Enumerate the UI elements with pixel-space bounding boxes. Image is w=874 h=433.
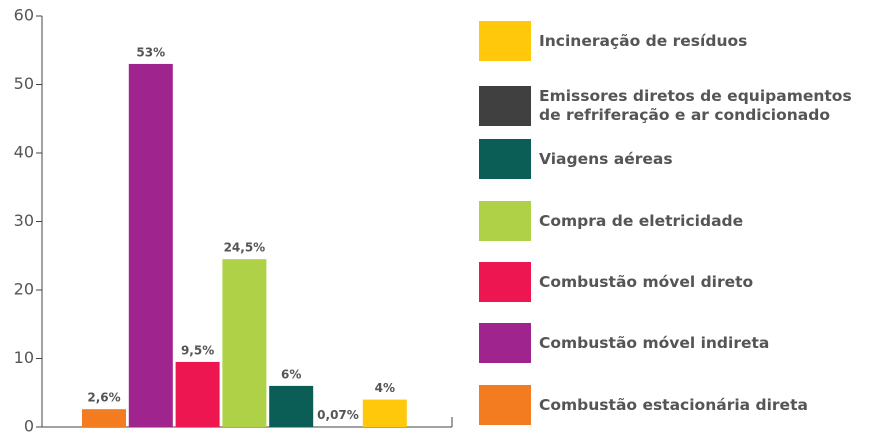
value-label: 24,5% [224,241,266,255]
legend-swatch [479,139,531,179]
legend-swatch [479,262,531,302]
bar [82,409,126,427]
legend-swatch [479,86,531,126]
legend-item: Compra de eletricidade [479,201,859,241]
legend-item: Incineração de resíduos [479,21,859,61]
y-tick-label: 40 [14,143,34,162]
legend-label: Emissores diretos de equipamentos de ref… [539,87,852,124]
legend-label: Combustão móvel indireta [539,333,770,352]
y-tick-label: 50 [14,74,34,93]
legend-label: Incineração de resíduos [539,31,748,50]
legend-label: Viagens aéreas [539,149,673,168]
value-label: 4% [375,381,395,395]
y-tick-label: 0 [24,417,34,433]
bar [128,63,173,427]
legend-swatch [479,323,531,363]
value-label: 9,5% [181,343,214,357]
bar [362,399,407,427]
bar [175,361,220,427]
bar [269,385,314,427]
value-label: 2,6% [87,391,120,405]
legend-label: Combustão estacionária direta [539,395,808,414]
legend-swatch [479,21,531,61]
legend-item: Emissores diretos de equipamentos de ref… [479,86,859,126]
legend-label: Combustão móvel direto [539,272,754,291]
value-label: 53% [136,45,165,59]
legend-item: Combustão móvel indireta [479,323,859,363]
value-label: 6% [281,367,301,381]
legend-item: Viagens aéreas [479,139,859,179]
value-label: 0,07% [317,408,359,422]
y-tick-label: 30 [14,211,34,230]
legend-swatch [479,385,531,425]
y-tick-label: 20 [14,280,34,299]
bar [222,259,267,427]
y-tick-label: 10 [14,348,34,367]
y-tick-label: 60 [14,6,34,25]
legend-label: Compra de eletricidade [539,211,744,230]
legend-item: Combustão móvel direto [479,262,859,302]
legend-swatch [479,201,531,241]
legend-item: Combustão estacionária direta [479,385,859,425]
